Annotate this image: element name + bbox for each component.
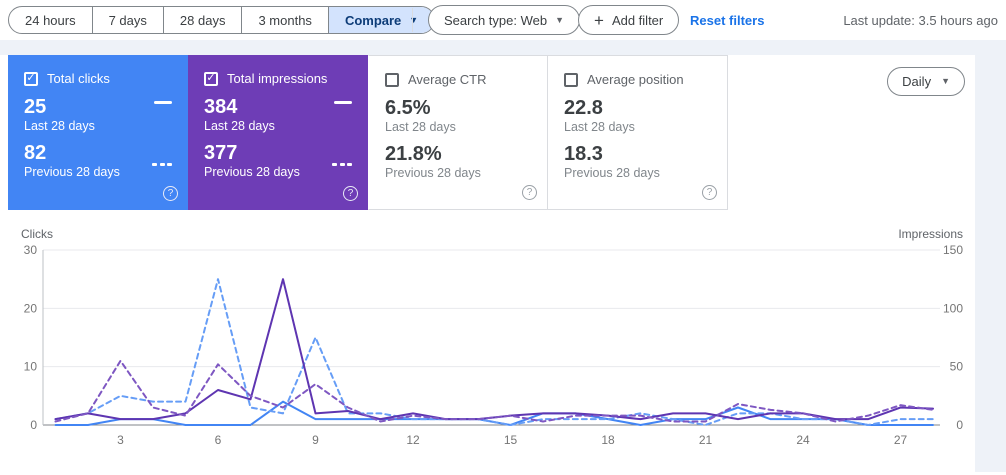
metric-label: Average position [587, 72, 684, 87]
metric-period-previous: Previous 28 days [204, 165, 300, 179]
svg-text:3: 3 [117, 433, 124, 447]
series-impressions-last-28-days [54, 278, 934, 421]
svg-text:100: 100 [943, 301, 963, 315]
svg-text:24: 24 [796, 433, 810, 447]
top-toolbar: 24 hours 7 days 28 days 3 months Compare… [0, 0, 1006, 40]
date-range-3-months[interactable]: 3 months [241, 7, 327, 33]
help-icon[interactable]: ? [522, 185, 537, 200]
granularity-label: Daily [902, 74, 932, 89]
line-chart-canvas: 0 10 20 30 0 50 100 150 Clicks Impressions 3 6 9 12 15… [21, 227, 964, 447]
date-range-label: 3 months [258, 12, 312, 28]
metric-value-previous: 82 [24, 142, 47, 164]
checkbox-average-position[interactable] [564, 72, 578, 87]
granularity-dropdown[interactable]: Daily ▼ [887, 67, 965, 96]
svg-text:0: 0 [30, 418, 37, 432]
help-icon[interactable]: ? [702, 185, 717, 200]
date-range-7-days[interactable]: 7 days [91, 7, 163, 33]
svg-text:21: 21 [699, 433, 713, 447]
date-range-segmented-control: 24 hours 7 days 28 days 3 months Compare… [8, 6, 436, 34]
dashed-line-legend-icon [332, 163, 352, 166]
metric-period-previous: Previous 28 days [24, 165, 120, 179]
svg-text:0: 0 [956, 418, 963, 432]
performance-chart: 0 10 20 30 0 50 100 150 Clicks Impressions 3 6 9 12 15… [0, 225, 975, 472]
add-filter-label: Add filter [611, 12, 664, 28]
metric-label: Total clicks [47, 71, 110, 86]
help-icon[interactable]: ? [343, 186, 358, 201]
svg-text:6: 6 [215, 433, 222, 447]
dashed-line-legend-icon [152, 163, 172, 166]
metric-value-previous: 21.8% [385, 143, 442, 165]
metric-value-last: 6.5% [385, 97, 431, 119]
date-range-label: 7 days [108, 12, 147, 28]
svg-text:27: 27 [894, 433, 908, 447]
metric-period-last: Last 28 days [204, 119, 275, 133]
metric-period-previous: Previous 28 days [385, 166, 481, 180]
series-impressions-previous-28-days [54, 359, 934, 423]
series-clicks-previous-28-days [54, 278, 934, 426]
svg-text:50: 50 [950, 360, 964, 374]
date-range-28-days[interactable]: 28 days [162, 7, 242, 33]
page-background-strip [0, 40, 1006, 55]
compare-dropdown[interactable]: Compare ▼ [327, 7, 435, 33]
last-update-text: Last update: 3.5 hours ago [843, 13, 998, 28]
metric-period-last: Last 28 days [564, 120, 635, 134]
date-range-label: 28 days [179, 12, 226, 28]
checkbox-total-clicks[interactable]: ✓ [24, 71, 38, 86]
solid-line-legend-icon [334, 101, 352, 104]
chevron-down-icon: ▼ [555, 14, 565, 25]
svg-text:12: 12 [406, 433, 420, 447]
metric-card-average-position[interactable]: Average position 22.8 Last 28 days 18.3 … [548, 55, 728, 210]
metric-card-total-impressions[interactable]: ✓ Total impressions 384 Last 28 days 377… [188, 55, 368, 210]
compare-label: Compare [344, 12, 402, 28]
svg-text:30: 30 [24, 243, 38, 257]
date-range-label: 24 hours [25, 12, 76, 28]
svg-text:20: 20 [24, 301, 38, 315]
metric-card-total-clicks[interactable]: ✓ Total clicks 25 Last 28 days 82 Previo… [8, 55, 188, 210]
chevron-down-icon: ▼ [409, 14, 419, 25]
page-background-right [975, 40, 1006, 472]
checkbox-average-ctr[interactable] [385, 72, 399, 87]
plus-icon: + [594, 10, 604, 30]
performance-panel: ✓ Total clicks 25 Last 28 days 82 Previo… [0, 55, 975, 472]
svg-text:Clicks: Clicks [21, 227, 53, 241]
chevron-down-icon: ▼ [941, 76, 950, 86]
search-type-label: Search type: Web [444, 12, 548, 28]
metric-period-last: Last 28 days [385, 120, 456, 134]
metric-label: Total impressions [227, 71, 328, 86]
metric-value-last: 384 [204, 96, 238, 118]
svg-text:9: 9 [312, 433, 319, 447]
toolbar-divider [412, 8, 413, 32]
metric-cards-row: ✓ Total clicks 25 Last 28 days 82 Previo… [8, 55, 728, 210]
search-type-dropdown[interactable]: Search type: Web ▼ [428, 5, 581, 35]
metric-value-last: 25 [24, 96, 47, 118]
solid-line-legend-icon [154, 101, 172, 104]
metric-period-last: Last 28 days [24, 119, 95, 133]
help-icon[interactable]: ? [163, 186, 178, 201]
svg-text:Impressions: Impressions [898, 227, 963, 241]
svg-text:18: 18 [601, 433, 615, 447]
svg-text:10: 10 [24, 360, 38, 374]
metric-card-average-ctr[interactable]: Average CTR 6.5% Last 28 days 21.8% Prev… [368, 55, 548, 210]
checkbox-total-impressions[interactable]: ✓ [204, 71, 218, 86]
metric-value-last: 22.8 [564, 97, 603, 119]
metric-value-previous: 377 [204, 142, 238, 164]
date-range-24-hours[interactable]: 24 hours [9, 7, 92, 33]
metric-period-previous: Previous 28 days [564, 166, 660, 180]
reset-filters-link[interactable]: Reset filters [690, 13, 765, 28]
metric-label: Average CTR [408, 72, 487, 87]
svg-text:150: 150 [943, 243, 963, 257]
svg-text:15: 15 [504, 433, 518, 447]
metric-value-previous: 18.3 [564, 143, 603, 165]
add-filter-button[interactable]: + Add filter [578, 5, 680, 35]
